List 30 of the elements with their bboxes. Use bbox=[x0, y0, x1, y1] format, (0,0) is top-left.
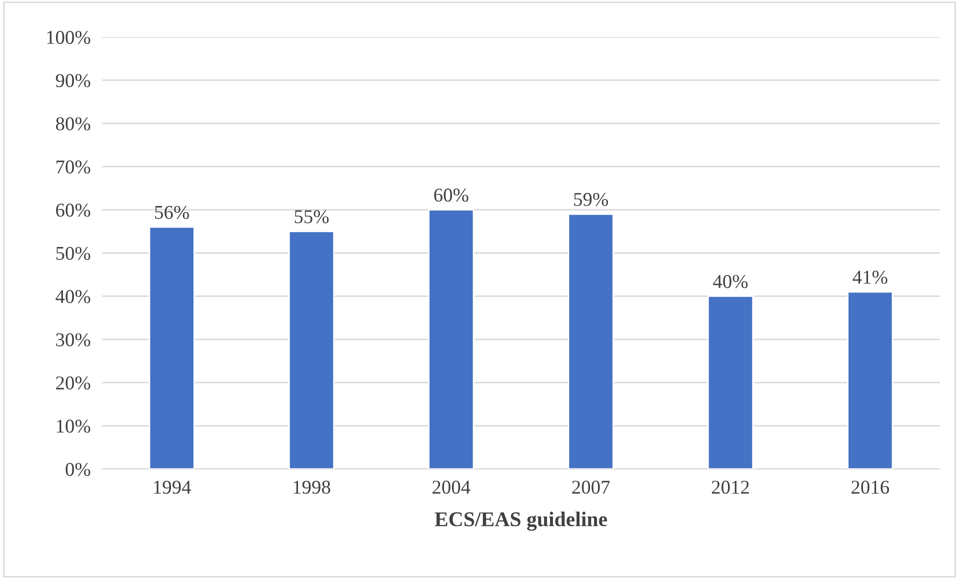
y-tick-label: 30% bbox=[56, 333, 90, 346]
x-axis-title: ECS/EAS guideline bbox=[434, 512, 608, 531]
y-tick-label: 40% bbox=[56, 290, 90, 304]
y-tick-label: 50% bbox=[56, 246, 90, 260]
x-tick-label: 1994 bbox=[154, 480, 191, 494]
x-tick-label: 2012 bbox=[712, 480, 749, 494]
y-tick-label: 0% bbox=[66, 462, 90, 476]
bar bbox=[428, 209, 474, 469]
data-label: 40% bbox=[713, 274, 748, 288]
bar bbox=[148, 226, 195, 469]
y-tick-label: 90% bbox=[56, 74, 90, 88]
x-tick-label: 2016 bbox=[852, 480, 890, 494]
data-label: 59% bbox=[574, 192, 608, 206]
y-tick-label: 80% bbox=[56, 117, 90, 130]
y-tick-label: 100% bbox=[47, 30, 90, 44]
y-tick-label: 60% bbox=[56, 204, 90, 217]
data-label: 60% bbox=[434, 188, 468, 202]
y-tick-label: 10% bbox=[56, 420, 90, 433]
bar bbox=[568, 213, 614, 469]
y-tick-label: 20% bbox=[56, 376, 90, 390]
data-label: 56% bbox=[155, 206, 189, 220]
data-label: 55% bbox=[294, 210, 329, 224]
bar bbox=[288, 230, 335, 469]
x-tick-label: 2007 bbox=[572, 480, 610, 494]
data-label: 41% bbox=[852, 270, 888, 284]
bar bbox=[707, 296, 754, 469]
bar bbox=[847, 291, 894, 469]
x-tick-label: 2004 bbox=[432, 480, 470, 494]
x-tick-label: 1998 bbox=[294, 480, 330, 494]
y-tick-label: 70% bbox=[56, 160, 90, 174]
